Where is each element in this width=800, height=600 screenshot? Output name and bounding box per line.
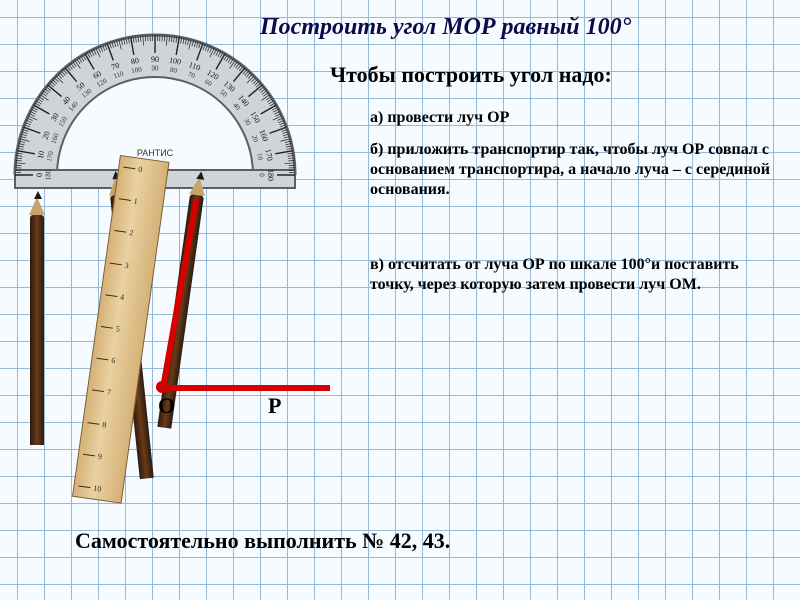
label-O: О (158, 393, 175, 419)
svg-text:0: 0 (257, 173, 265, 177)
svg-text:180: 180 (45, 169, 53, 180)
svg-text:180: 180 (266, 169, 275, 181)
svg-text:80: 80 (130, 56, 139, 66)
vertex-point (156, 381, 168, 393)
svg-text:90: 90 (152, 65, 160, 73)
svg-text:10: 10 (36, 150, 46, 159)
subtitle: Чтобы построить угол надо: (330, 62, 612, 88)
pencil-left (30, 215, 44, 445)
svg-text:0: 0 (35, 173, 44, 177)
step-b: б) приложить транспортир так, чтобы луч … (370, 140, 770, 200)
step-c: в) отсчитать от луча ОР по шкале 100°и п… (370, 255, 770, 295)
ray-OP (160, 385, 330, 391)
svg-text:РАНТИС: РАНТИС (137, 148, 174, 158)
footer-task: Самостоятельно выполнить № 42, 43. (75, 528, 450, 554)
step-a: а) провести луч ОР (370, 108, 770, 128)
page-title: Построить угол МОР равный 100° (260, 14, 631, 41)
label-P: Р (268, 393, 281, 419)
svg-text:90: 90 (151, 55, 159, 64)
